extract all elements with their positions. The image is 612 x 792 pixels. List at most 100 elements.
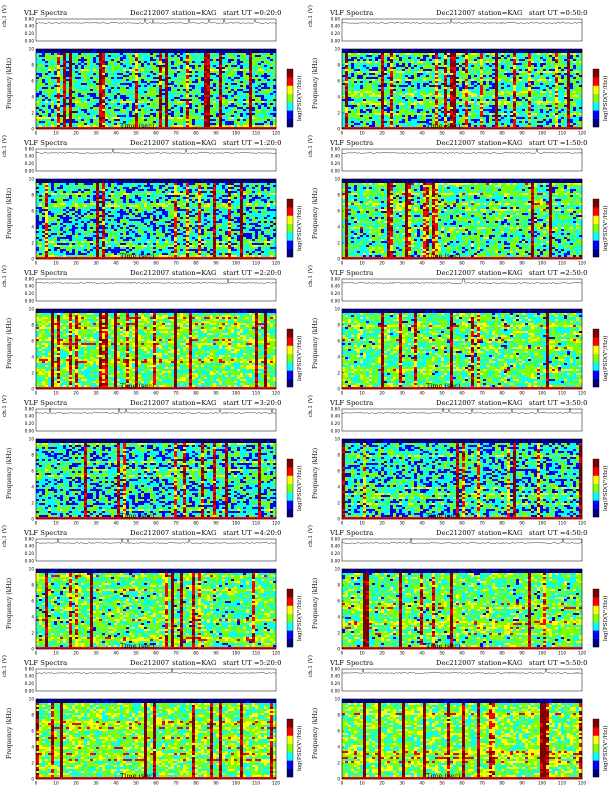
x-tick-label: 100 — [232, 391, 240, 396]
x-tick-label: 110 — [252, 131, 260, 136]
x-tick-label: 50 — [439, 261, 445, 266]
frequency-axis-label: Frequency (kHz) — [312, 58, 319, 109]
panel-start-ut: start UT =3:20:0 — [223, 399, 281, 407]
panel-date: Dec212007 — [436, 269, 475, 277]
colorbar-swatch — [287, 589, 293, 598]
frequency-axis-label: Frequency (kHz) — [6, 58, 13, 109]
colorbar-swatch — [287, 248, 293, 258]
y-tick-label: 6 — [337, 469, 340, 474]
y-tick-label: 2 — [31, 761, 34, 766]
x-tick-label: 10 — [359, 781, 365, 786]
colorbar-swatch — [593, 207, 599, 216]
x-tick-label: 60 — [459, 261, 465, 266]
x-tick-label: 20 — [379, 651, 385, 656]
x-tick-label: 40 — [419, 131, 425, 136]
x-tick-label: 60 — [153, 131, 159, 136]
time-axis-label: Time (sec) — [120, 642, 154, 650]
colorbar-swatch — [287, 500, 293, 509]
panel-start-ut: start UT =0:20:0 — [223, 9, 281, 17]
colorbar-swatch — [287, 370, 293, 379]
ch-waveform — [341, 408, 583, 415]
colorbar-frame — [286, 588, 294, 648]
ch-tick-label: 0.40 — [25, 284, 35, 289]
x-tick-label: 30 — [399, 651, 405, 656]
colorbar-frame — [592, 458, 600, 518]
y-tick-label: 6 — [31, 599, 34, 604]
panel-start-ut: start UT =2:50:0 — [529, 269, 587, 277]
ch-axis-label: ch.1 (V) — [2, 525, 8, 547]
x-tick-label: 90 — [519, 651, 525, 656]
ch-waveform — [341, 538, 583, 545]
colorbar-swatch — [287, 232, 293, 241]
panel-station: station=KAG — [172, 269, 216, 277]
x-tick-label: 70 — [173, 391, 179, 396]
ch-tick-label: 0.20 — [331, 31, 341, 36]
spectrogram-svg: 0.000.200.400.600 10 20 30 40 50 60 70 80 90 100 11… — [25, 276, 294, 396]
ch-waveform — [36, 18, 277, 25]
time-axis-label: Time (sec) — [120, 512, 154, 520]
colorbar-label: log(PSD(V²/Hz)) — [603, 205, 609, 251]
x-tick-label: 80 — [499, 521, 505, 526]
x-tick-label: 80 — [193, 781, 199, 786]
panel-date: Dec212007 — [436, 529, 475, 537]
x-tick-label: 70 — [173, 521, 179, 526]
x-tick-label: 60 — [153, 521, 159, 526]
time-axis-label: Time (sec) — [426, 642, 460, 650]
ch-strip-frame — [35, 668, 277, 692]
colorbar-swatch — [593, 727, 599, 736]
x-tick-label: 40 — [419, 651, 425, 656]
x-tick-label: 100 — [538, 131, 546, 136]
panel-station: station=KAG — [478, 399, 522, 407]
panel-title: VLF Spectra — [330, 399, 373, 407]
spectrogram-svg: 0.000.200.400.600 10 20 30 40 50 60 70 80 90 100 11… — [25, 666, 294, 786]
x-tick-label: 0 — [341, 521, 344, 526]
ch-tick-label: 0.60 — [331, 146, 341, 151]
y-tick-label: 2 — [31, 111, 34, 116]
ch-strip-frame — [35, 148, 277, 172]
time-axis-label: Time (sec) — [120, 252, 154, 260]
ch-tick-label: 0.40 — [331, 414, 341, 419]
x-tick-label: 20 — [73, 261, 79, 266]
colorbar-swatch — [287, 207, 293, 216]
x-tick-label: 50 — [133, 391, 139, 396]
x-tick-label: 40 — [113, 651, 119, 656]
panel-station: station=KAG — [172, 9, 216, 17]
frequency-axis-label: Frequency (kHz) — [312, 708, 319, 759]
colorbar-swatch — [593, 248, 599, 258]
colorbar-swatch — [593, 483, 599, 493]
x-tick-label: 110 — [558, 651, 566, 656]
colorbar-frame — [286, 328, 294, 388]
panel-station: station=KAG — [478, 139, 522, 147]
x-tick-label: 40 — [113, 131, 119, 136]
x-tick-label: 110 — [252, 521, 260, 526]
x-tick-label: 0 — [35, 391, 38, 396]
spectrogram-svg: 0.000.200.400.600 10 20 30 40 50 60 70 80 90 100 11… — [331, 666, 600, 786]
frequency-axis-label: Frequency (kHz) — [312, 188, 319, 239]
ch-tick-label: 0.40 — [25, 414, 35, 419]
y-tick-label: 4 — [337, 95, 340, 100]
colorbar-swatch — [287, 118, 293, 128]
ch-tick-label: 0.00 — [331, 168, 341, 173]
y-tick-label: 10 — [29, 437, 35, 442]
spectrogram-svg: 0.000.200.400.600 10 20 30 40 50 60 70 80 90 100 11… — [331, 16, 600, 136]
x-tick-label: 10 — [53, 781, 59, 786]
ch-axis-label: ch.1 (V) — [308, 135, 314, 157]
colorbar-swatch — [287, 622, 293, 631]
ch-tick-label: 0.60 — [331, 536, 341, 541]
ch-tick-label: 0.40 — [331, 284, 341, 289]
colorbar-swatch — [287, 475, 293, 485]
spectrogram-svg: 0.000.200.400.600 10 20 30 40 50 60 70 80 90 100 11… — [25, 406, 294, 526]
x-tick-label: 120 — [272, 391, 280, 396]
y-tick-label: 10 — [29, 567, 35, 572]
x-tick-label: 0 — [35, 781, 38, 786]
ch-waveform — [341, 278, 583, 285]
colorbar-swatch — [287, 508, 293, 518]
ch-strip-frame — [341, 18, 583, 42]
x-tick-label: 80 — [499, 131, 505, 136]
x-tick-label: 120 — [272, 781, 280, 786]
y-tick-label: 0 — [337, 647, 340, 652]
x-tick-label: 90 — [519, 131, 525, 136]
spectrogram-cells — [342, 569, 583, 650]
y-tick-label: 4 — [337, 615, 340, 620]
spectrogram-panel-2: 0.00 0.20 0.40 0.60 0 10 20 30 40 50 60 70 80 90 100 11… — [306, 5, 612, 135]
